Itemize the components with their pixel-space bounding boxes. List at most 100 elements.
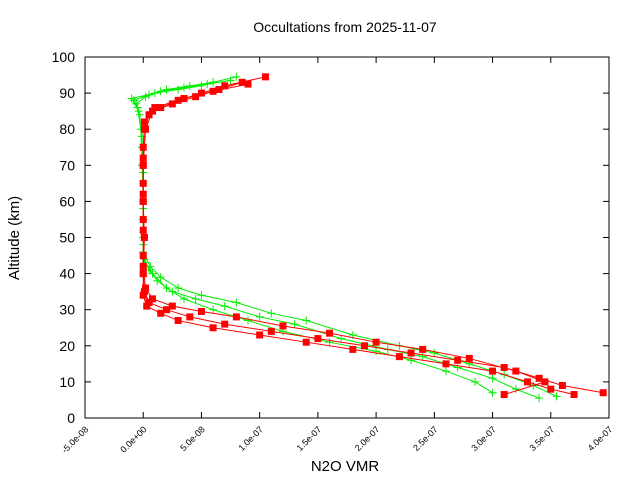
x-tick-label: 1.5e-07 (295, 424, 324, 453)
red-square-point (232, 313, 240, 321)
green-plus-point (127, 94, 136, 103)
red-square-point (244, 80, 252, 88)
red-square-point (541, 378, 549, 386)
red-square-point (523, 378, 531, 386)
chart-title: Occultations from 2025-11-07 (253, 19, 437, 35)
x-tick-label: 4.0e-07 (586, 424, 615, 453)
green-plus-point (174, 85, 183, 94)
red-square-point (570, 391, 578, 399)
red-square-point (349, 345, 357, 353)
red-square-point (314, 335, 322, 343)
red-square-point (168, 100, 176, 108)
red-square-point (197, 308, 205, 316)
red-square-point (145, 298, 153, 306)
y-tick-label: 20 (59, 338, 75, 354)
red-square-point (419, 345, 427, 353)
green-plus-point (441, 367, 450, 376)
green-plus-point (430, 349, 439, 358)
green-plus-point (290, 320, 299, 329)
y-tick-label: 70 (59, 157, 75, 173)
red-square-point (535, 374, 543, 382)
y-tick-label: 30 (59, 302, 75, 318)
red-square-point (142, 284, 150, 292)
green-plus-point (220, 302, 229, 311)
red-square-point (500, 391, 508, 399)
y-axis-label: Altitude (km) (6, 196, 23, 280)
plot-frame (84, 56, 610, 419)
red-profile-line (142, 83, 547, 396)
x-tick-label: 2.0e-07 (353, 424, 382, 453)
x-tick-label: 2.5e-07 (411, 424, 440, 453)
y-tick-label: 50 (59, 230, 75, 246)
red-square-point (151, 104, 159, 112)
green-plus-point (552, 392, 561, 401)
red-square-point (142, 125, 150, 133)
green-plus-point (244, 316, 253, 325)
green-plus-point (197, 291, 206, 300)
red-square-point (547, 385, 555, 393)
y-tick-label: 0 (67, 410, 75, 426)
green-plus-point (372, 347, 381, 356)
red-square-point (149, 295, 157, 303)
red-square-point (139, 291, 147, 299)
red-square-point (465, 354, 473, 362)
red-square-point (180, 95, 188, 103)
red-square-point (192, 93, 200, 101)
red-square-point (215, 85, 223, 93)
red-square-point (407, 349, 415, 357)
y-tick-label: 80 (59, 121, 75, 137)
red-square-point (157, 309, 165, 317)
x-tick-label: 3.5e-07 (528, 424, 557, 453)
green-plus-point (453, 363, 462, 372)
green-plus-point (535, 394, 544, 403)
green-profile-line (135, 79, 557, 397)
green-plus-point (488, 388, 497, 397)
green-plus-point (156, 273, 165, 282)
green-plus-point (148, 269, 157, 278)
red-square-point (238, 78, 246, 86)
red-square-point (599, 389, 607, 397)
red-square-point (261, 73, 269, 81)
green-plus-point (325, 338, 334, 347)
green-plus-point (191, 294, 200, 303)
green-plus-point (209, 305, 218, 314)
y-tick-label: 10 (59, 374, 75, 390)
y-tick-label: 90 (59, 85, 75, 101)
y-tick-label: 100 (52, 49, 76, 65)
red-square-point (279, 322, 287, 330)
red-square-point (140, 234, 148, 241)
green-plus-point (302, 316, 311, 325)
red-square-point (139, 190, 147, 198)
green-plus-point (174, 284, 183, 293)
red-square-point (221, 320, 229, 328)
red-square-point (360, 342, 368, 350)
red-square-point (139, 226, 147, 234)
green-plus-point (511, 385, 520, 394)
red-square-point (302, 338, 310, 346)
green-plus-point (407, 356, 416, 365)
x-tick-label: 1.0e-07 (236, 424, 265, 453)
x-axis-label: N2O VMR (311, 458, 380, 475)
red-square-point (489, 367, 497, 375)
red-square-point (326, 329, 334, 337)
red-square-point (163, 306, 171, 314)
y-tick-label: 40 (59, 266, 75, 282)
red-square-point (454, 356, 462, 364)
red-square-point (139, 262, 147, 270)
x-tick-label: 3.0e-07 (469, 424, 498, 453)
x-tick-label: 5.0e-08 (178, 424, 207, 453)
green-plus-point (150, 89, 159, 98)
green-plus-point (134, 107, 143, 116)
red-square-point (157, 104, 165, 112)
red-square-point (221, 82, 229, 90)
green-plus-point (418, 352, 427, 361)
green-plus-point (203, 80, 212, 89)
red-square-point (186, 313, 194, 321)
green-plus-point (232, 298, 241, 307)
green-plus-point (267, 309, 276, 318)
red-square-point (139, 154, 147, 162)
green-plus-point (488, 374, 497, 383)
red-square-point (267, 327, 275, 335)
red-square-point (174, 317, 182, 325)
